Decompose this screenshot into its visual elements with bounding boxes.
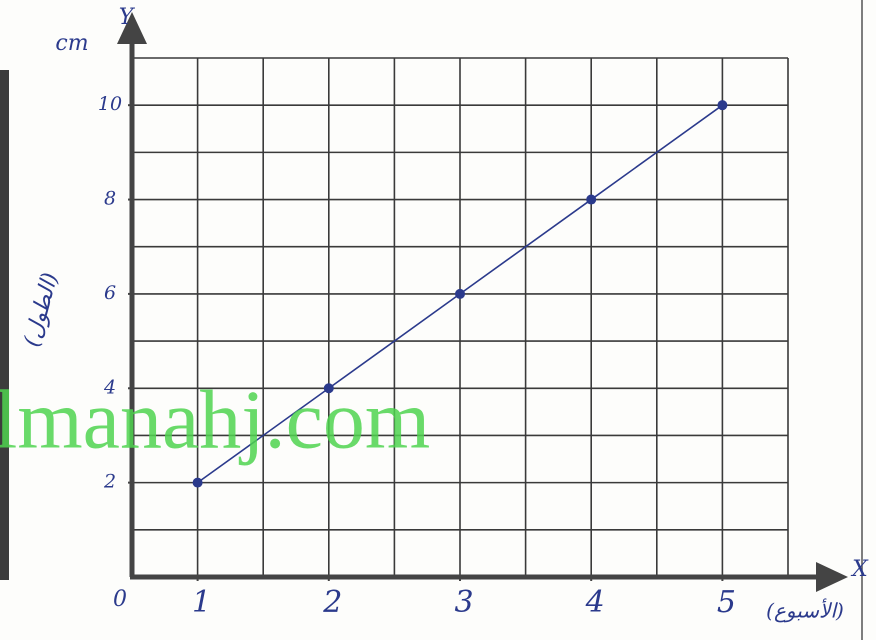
x-tick-label: 4 (585, 585, 605, 620)
data-point (455, 288, 465, 299)
data-point (717, 100, 728, 111)
y-tick-label: 10 (98, 93, 122, 115)
watermark: lmanahj.com (0, 373, 430, 466)
data-point (192, 477, 203, 488)
y-tick-label: 2 (103, 471, 116, 493)
y-tick-label: 8 (104, 188, 116, 210)
data-point (323, 383, 334, 394)
y-tick-label: 4 (103, 376, 116, 398)
y-axis-label: (الطول) (20, 270, 64, 349)
y-tick-label: 6 (104, 282, 116, 304)
x-axis-label: (الأسبوع) (766, 598, 844, 623)
x-axis-name: X (850, 557, 869, 582)
x-axis-arrow (816, 562, 848, 592)
grid (131, 57, 789, 578)
data-point (586, 194, 597, 205)
y-axis-name: Y (119, 5, 136, 30)
y-axis-arrow (117, 12, 147, 44)
x-tick-label: 5 (717, 585, 736, 620)
x-tick-label: 1 (192, 585, 211, 620)
origin-label: 0 (113, 587, 127, 612)
x-tick-label: 2 (322, 585, 342, 620)
x-tick-label: 3 (454, 585, 473, 620)
y-unit: cm (55, 31, 88, 56)
left-edge (0, 70, 9, 580)
